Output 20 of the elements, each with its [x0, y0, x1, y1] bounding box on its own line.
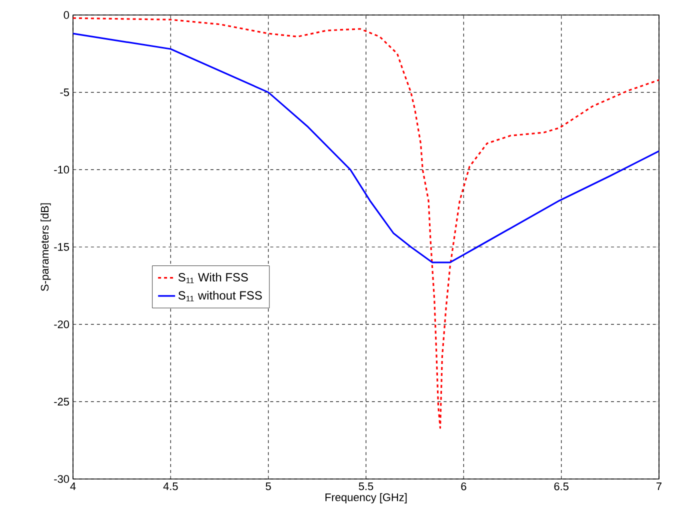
y-tick-label: -5 — [60, 88, 70, 96]
line-series — [73, 17, 660, 429]
legend-label: S$_{11}$ without FSS — [178, 290, 262, 302]
y-tick-label: -20 — [54, 320, 70, 328]
y-tick-label: 0 — [64, 11, 70, 19]
x-tick-label: 5.5 — [358, 482, 374, 490]
y-tick-label: -25 — [54, 398, 70, 406]
x-tick-label: 6 — [461, 482, 466, 490]
y-tick-label: -15 — [54, 243, 70, 251]
x-tick-label: 7 — [656, 482, 662, 490]
x-axis-title: Frequency [GHz] — [325, 493, 407, 504]
x-tick-label: 4.5 — [163, 482, 178, 490]
x-tick-label: 6.5 — [554, 482, 568, 490]
x-tick-label: 5 — [266, 482, 271, 490]
y-tick-label: -10 — [54, 166, 70, 174]
y-axis-title: S-parameters [dB] — [40, 203, 51, 291]
line-series — [73, 32, 660, 264]
x-tick-label: 4 — [70, 482, 76, 490]
y-tick-label: -30 — [54, 475, 70, 483]
legend-label: S$_{11}$ With FSS — [178, 272, 248, 284]
